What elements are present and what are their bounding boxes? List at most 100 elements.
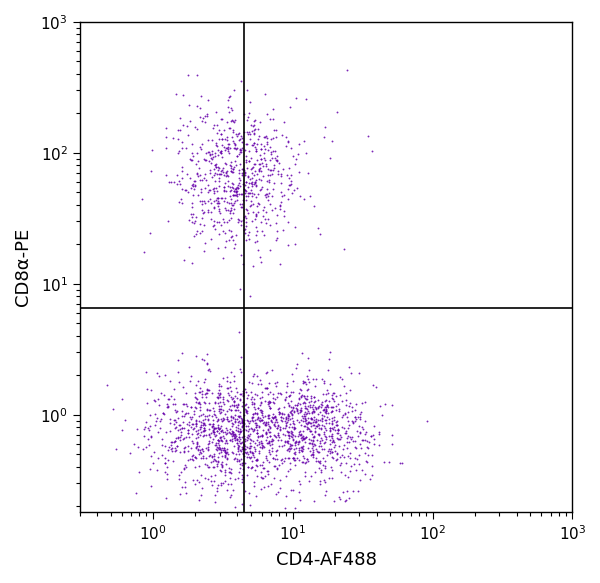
Point	[235, 412, 244, 421]
Point	[198, 409, 208, 419]
Point	[247, 424, 257, 434]
Point	[233, 417, 242, 427]
Point	[347, 402, 356, 412]
Point	[234, 456, 244, 465]
Point	[256, 184, 266, 194]
Point	[257, 415, 267, 424]
Point	[287, 441, 297, 450]
Point	[230, 435, 240, 444]
Point	[263, 134, 272, 143]
Point	[253, 433, 262, 442]
Point	[214, 204, 223, 213]
Point	[241, 387, 251, 396]
Point	[220, 204, 230, 213]
Point	[179, 446, 188, 455]
Point	[295, 139, 304, 149]
Point	[319, 404, 329, 413]
Point	[202, 460, 212, 469]
Point	[235, 160, 245, 169]
Point	[261, 428, 271, 437]
Point	[150, 396, 160, 406]
Point	[287, 409, 296, 419]
Point	[259, 203, 269, 212]
Point	[212, 170, 221, 179]
Point	[223, 146, 233, 155]
Point	[178, 120, 188, 129]
Point	[256, 472, 265, 482]
Point	[254, 439, 263, 448]
Point	[237, 189, 247, 199]
Point	[295, 394, 304, 403]
Point	[309, 432, 319, 441]
Point	[347, 432, 357, 441]
Point	[223, 447, 232, 456]
Point	[197, 484, 206, 493]
Point	[218, 461, 227, 470]
Point	[233, 427, 243, 436]
Point	[254, 199, 264, 208]
Point	[195, 176, 205, 185]
Point	[345, 449, 355, 458]
Point	[235, 394, 245, 403]
Point	[229, 180, 238, 189]
Point	[302, 392, 312, 401]
Point	[227, 178, 236, 188]
Point	[287, 188, 296, 198]
Point	[284, 392, 294, 401]
Point	[250, 128, 259, 138]
Point	[264, 436, 274, 445]
Point	[216, 436, 226, 445]
Point	[228, 413, 238, 423]
Point	[219, 443, 229, 452]
Point	[268, 394, 278, 403]
Point	[191, 419, 200, 428]
Point	[223, 144, 233, 153]
Point	[272, 155, 281, 164]
Point	[252, 409, 262, 418]
Point	[283, 437, 293, 446]
Point	[203, 445, 212, 455]
Point	[214, 391, 224, 400]
Point	[196, 387, 205, 396]
Point	[302, 395, 311, 404]
Point	[300, 458, 310, 468]
Point	[250, 444, 260, 454]
Point	[309, 392, 319, 402]
Point	[267, 170, 277, 179]
Point	[229, 138, 239, 147]
Point	[252, 461, 262, 470]
Point	[226, 424, 235, 433]
Point	[241, 217, 251, 227]
Point	[385, 457, 394, 466]
Point	[185, 100, 194, 110]
Point	[250, 139, 259, 148]
Point	[308, 374, 318, 384]
Point	[337, 374, 346, 383]
Point	[252, 139, 262, 148]
Point	[241, 152, 251, 161]
Point	[308, 420, 318, 430]
Point	[211, 440, 221, 449]
Point	[221, 430, 231, 439]
Point	[247, 462, 257, 472]
Point	[302, 423, 311, 432]
Point	[224, 198, 234, 208]
Point	[215, 209, 224, 218]
Point	[324, 396, 334, 406]
Point	[316, 467, 326, 476]
Point	[209, 463, 218, 472]
Point	[317, 444, 327, 453]
Point	[283, 381, 292, 390]
Point	[300, 415, 310, 424]
Point	[245, 501, 255, 510]
Point	[256, 414, 265, 423]
Point	[209, 186, 219, 195]
Point	[286, 465, 295, 474]
Point	[197, 139, 207, 149]
Point	[245, 188, 255, 197]
Point	[281, 415, 291, 424]
Point	[272, 155, 282, 164]
Point	[203, 365, 212, 374]
Point	[276, 198, 286, 207]
Point	[264, 402, 274, 411]
